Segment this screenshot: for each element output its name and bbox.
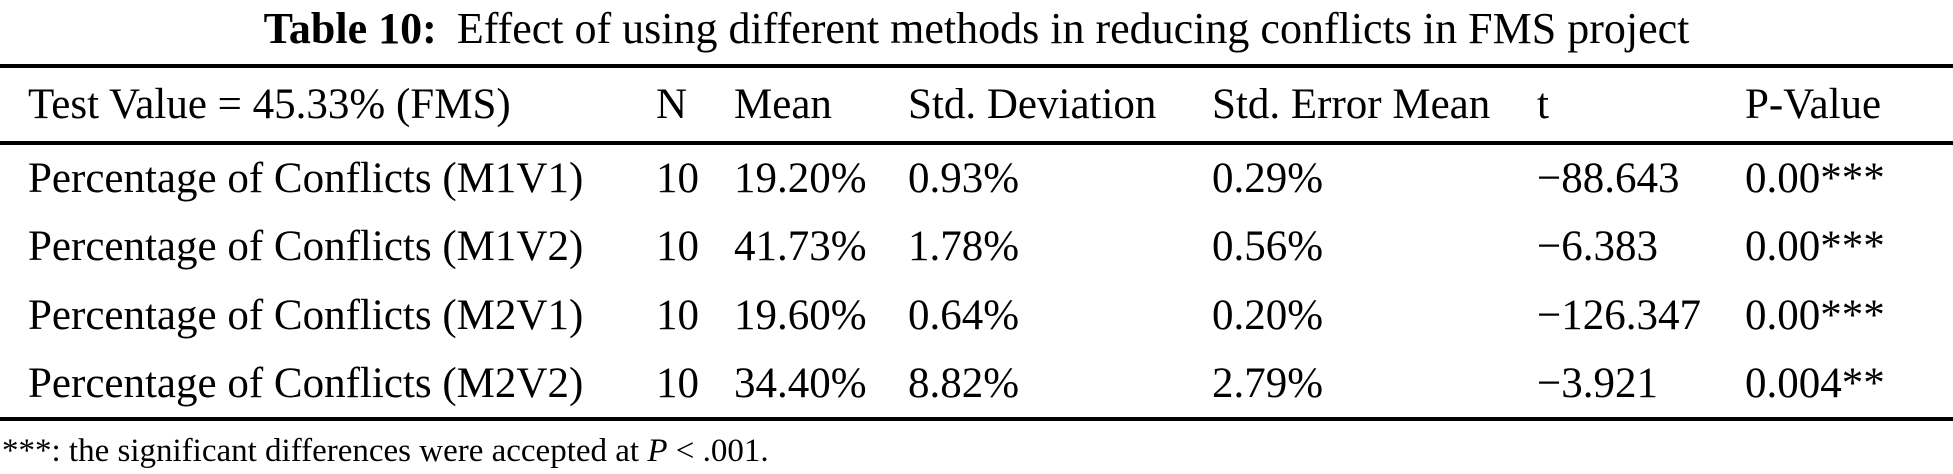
footnote-text-suffix: < .001. bbox=[667, 433, 769, 469]
table-cell: 2.79% bbox=[1212, 360, 1324, 407]
table-caption: Table 10: Effect of using different metho… bbox=[0, 0, 1953, 58]
table-cell: 10 bbox=[656, 155, 699, 202]
table-row: Percentage of Conflicts (M1V2) 10 41.73%… bbox=[0, 212, 1953, 281]
statistics-table: Test Value = 45.33% (FMS) N Mean Std. De… bbox=[0, 64, 1953, 421]
col-header-p-value: P-Value bbox=[1745, 66, 1953, 145]
table-cell: 34.40% bbox=[734, 360, 867, 407]
table-cell: 19.60% bbox=[734, 292, 867, 339]
table-cell: 0.64% bbox=[908, 292, 1020, 339]
col-header-t: t bbox=[1537, 66, 1745, 145]
table-cell: 0.29% bbox=[1212, 155, 1324, 202]
table-cell: Percentage of Conflicts (M2V1) bbox=[28, 292, 584, 339]
table-cell: Percentage of Conflicts (M1V1) bbox=[28, 155, 584, 202]
table-cell: 1.78% bbox=[908, 223, 1020, 270]
table-caption-text: Effect of using different methods in red… bbox=[456, 4, 1690, 53]
header-row: Test Value = 45.33% (FMS) N Mean Std. De… bbox=[0, 66, 1953, 145]
table-cell: −88.643 bbox=[1537, 155, 1680, 202]
table-cell: 10 bbox=[656, 223, 699, 270]
table-cell: 10 bbox=[656, 360, 699, 407]
table-cell: Percentage of Conflicts (M2V2) bbox=[28, 360, 584, 407]
table-cell: 0.00*** bbox=[1745, 223, 1885, 270]
col-header-std-deviation: Std. Deviation bbox=[908, 66, 1212, 145]
table-row: Percentage of Conflicts (M2V1) 10 19.60%… bbox=[0, 281, 1953, 350]
table-cell: 10 bbox=[656, 292, 699, 339]
table-caption-number: Table 10: bbox=[263, 4, 437, 53]
col-header-mean: Mean bbox=[734, 66, 908, 145]
table-cell: 0.56% bbox=[1212, 223, 1324, 270]
table-cell: 41.73% bbox=[734, 223, 867, 270]
table-row: Percentage of Conflicts (M2V2) 10 34.40%… bbox=[0, 350, 1953, 419]
table-cell: 0.00*** bbox=[1745, 155, 1885, 202]
table-cell: −3.921 bbox=[1537, 360, 1659, 407]
table-cell: 19.20% bbox=[734, 155, 867, 202]
col-header-n: N bbox=[656, 66, 734, 145]
footnote-p-symbol: P bbox=[647, 433, 668, 469]
table-cell: 0.00*** bbox=[1745, 292, 1885, 339]
footnote-text-prefix: ***: the significant differences were ac… bbox=[2, 433, 648, 469]
table-cell: Percentage of Conflicts (M1V2) bbox=[28, 223, 584, 270]
table-row: Percentage of Conflicts (M1V1) 10 19.20%… bbox=[0, 143, 1953, 212]
table-cell: 0.93% bbox=[908, 155, 1020, 202]
col-header-test-value: Test Value = 45.33% (FMS) bbox=[0, 66, 656, 145]
table-cell: 8.82% bbox=[908, 360, 1020, 407]
table-cell: 0.004** bbox=[1745, 360, 1885, 407]
table-cell: 0.20% bbox=[1212, 292, 1324, 339]
table-cell: −6.383 bbox=[1537, 223, 1659, 270]
table-footnote: ***: the significant differences were ac… bbox=[2, 433, 769, 470]
table-cell: −126.347 bbox=[1537, 292, 1702, 339]
col-header-std-error-mean: Std. Error Mean bbox=[1212, 66, 1537, 145]
